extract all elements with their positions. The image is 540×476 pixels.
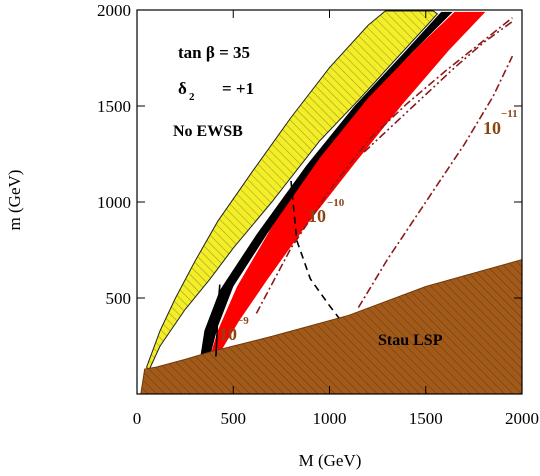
x-tick-label: 0	[133, 409, 142, 428]
contour-label-1e-11-exp: −11	[501, 108, 518, 120]
y-axis-title: m (GeV)	[5, 170, 24, 231]
contour-line-1	[215, 284, 221, 357]
contour-label-1e-10-exp: −10	[327, 197, 345, 209]
y-tick-label: 500	[106, 289, 132, 308]
no-ewsb-label: No EWSB	[173, 123, 243, 140]
x-tick-label: 2000	[505, 409, 539, 428]
contour-line-3	[255, 17, 513, 314]
axis-ticks: 0 500 1000 1500 2000 500 1000 1500 2000	[97, 1, 539, 428]
red-band-region	[210, 11, 486, 356]
contour-line-4	[357, 55, 514, 309]
x-tick-label: 500	[221, 409, 247, 428]
contour-label-1e-9-exp: −9	[237, 315, 249, 327]
plot-area	[140, 10, 522, 394]
no-ewsb-region	[146, 10, 439, 373]
contour-line-5	[363, 20, 513, 153]
y-tick-label: 1000	[97, 193, 131, 212]
delta-value: = +1	[222, 79, 254, 98]
x-axis-title: M (GeV)	[299, 451, 362, 470]
y-tick-label: 1500	[97, 97, 131, 116]
delta-annotation: δ	[178, 79, 187, 98]
contour-line-2	[290, 180, 340, 319]
stau-lsp-region	[140, 259, 522, 394]
contour-label-1e-10-base: 10	[308, 206, 326, 226]
contour-label-1e-11-base: 10	[483, 118, 501, 138]
stau-lsp-label: Stau LSP	[378, 332, 443, 349]
tan-beta-annotation: tan β = 35	[178, 43, 250, 62]
delta-subscript: 2	[189, 91, 195, 103]
x-tick-label: 1500	[409, 409, 443, 428]
y-tick-label: 2000	[97, 1, 131, 20]
x-tick-label: 1000	[313, 409, 347, 428]
contour-lines	[215, 17, 514, 357]
contour-label-1e-9-base: 10	[219, 324, 237, 344]
